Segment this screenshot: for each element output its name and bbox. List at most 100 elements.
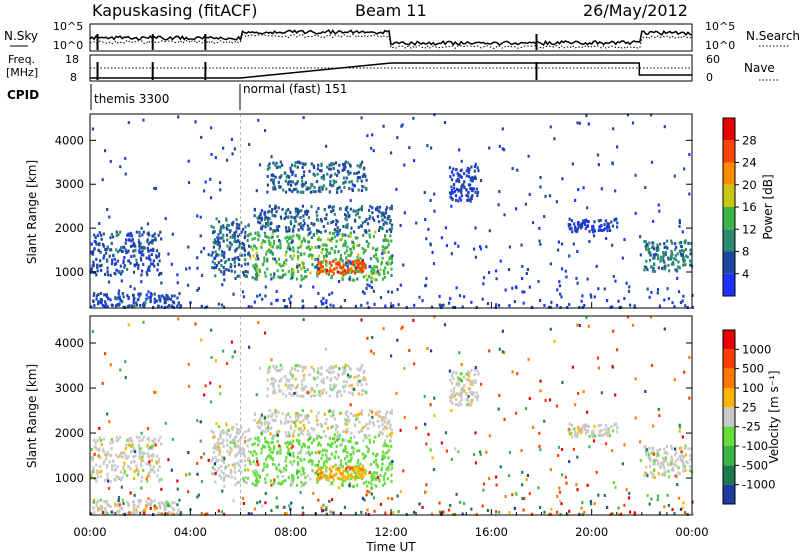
power-echo-cell (355, 270, 358, 274)
power-echo-cell (222, 146, 225, 150)
velocity-echo-cell (95, 504, 98, 508)
velocity-echo-cell (677, 496, 681, 500)
power-echo-cell (584, 226, 587, 230)
power-echo-cell (261, 239, 265, 243)
power-echo-cell (233, 240, 236, 244)
power-echo-cell (332, 167, 335, 171)
velocity-echo-cell (323, 473, 326, 477)
power-echo-cell (479, 179, 483, 183)
velocity-echo-cell (279, 470, 282, 474)
velocity-echo-cell (477, 372, 480, 376)
velocity-echo-cell (293, 420, 296, 424)
power-echo-cell (360, 179, 363, 183)
power-echo-cell (94, 240, 97, 244)
velocity-echo-cell (264, 501, 267, 505)
velocity-echo-cell (388, 426, 392, 430)
velocity-echo-cell (311, 462, 314, 466)
velocity-echo-cell (287, 384, 290, 388)
velocity-echo-cell (342, 474, 345, 478)
power-echo-cell (560, 267, 564, 271)
velocity-echo-cell (279, 363, 282, 367)
velocity-echo-cell (453, 390, 456, 394)
velocity-echo-cell (382, 475, 386, 479)
power-echo-cell (276, 298, 279, 302)
velocity-echo-cell (667, 463, 670, 467)
velocity-echo-cell (302, 483, 305, 487)
power-echo-cell (388, 257, 391, 261)
power-echo-cell (599, 218, 602, 222)
velocity-echo-cell (460, 392, 463, 396)
power-echo-cell (458, 196, 461, 200)
velocity-echo-cell (352, 387, 356, 391)
power-echo-cell (217, 302, 220, 306)
velocity-echo-cell (378, 415, 381, 419)
power-echo-cell (325, 187, 328, 191)
velocity-echo-cell (237, 451, 240, 455)
power-echo-cell (90, 269, 93, 273)
power-echo-cell (289, 254, 292, 258)
power-echo-cell (286, 229, 289, 233)
velocity-echo-cell (225, 438, 229, 442)
power-echo-cell (263, 259, 266, 263)
velocity-echo-cell (145, 500, 148, 504)
velocity-echo-cell (213, 468, 216, 472)
power-echo-cell (374, 271, 377, 275)
velocity-echo-cell (538, 444, 541, 448)
velocity-echo-cell (316, 476, 319, 480)
power-echo-cell (339, 207, 342, 211)
power-echo-cell (296, 179, 299, 183)
velocity-echo-cell (278, 368, 281, 372)
power-echo-cell (350, 270, 353, 274)
velocity-echo-cell (287, 420, 290, 424)
velocity-echo-cell (238, 431, 241, 435)
power-echo-cell (369, 257, 373, 261)
power-echo-cell (278, 184, 281, 188)
velocity-echo-cell (474, 366, 477, 370)
power-echo-cell (247, 223, 250, 227)
velocity-echo-cell (474, 395, 477, 399)
power-echo-cell (449, 175, 452, 179)
velocity-echo-cell (222, 431, 225, 435)
power-echo-cell (385, 261, 388, 265)
velocity-echo-cell (301, 369, 304, 373)
velocity-echo-cell (479, 450, 482, 454)
velocity-echo-cell (247, 512, 250, 516)
power-echo-cell (403, 211, 406, 215)
power-echo-cell (650, 245, 654, 249)
power-echo-cell (277, 206, 280, 210)
velocity-echo-cell (678, 423, 681, 427)
power-echo-cell (341, 259, 344, 263)
velocity-echo-cell (286, 441, 289, 445)
velocity-echo-cell (222, 349, 225, 353)
velocity-echo-cell (112, 459, 115, 463)
power-echo-cell (665, 239, 669, 243)
power-echo-cell (656, 257, 660, 261)
power-echo-cell (333, 249, 336, 253)
velocity-echo-cell (93, 452, 96, 456)
velocity-echo-cell (308, 373, 311, 377)
velocity-echo-cell (670, 455, 673, 459)
power-echo-cell (218, 220, 221, 224)
power-echo-cell (314, 305, 317, 309)
velocity-echo-cell (292, 451, 295, 455)
power-echo-cell (159, 230, 162, 234)
power-echo-cell (346, 259, 349, 263)
velocity-echo-cell (330, 444, 333, 448)
velocity-echo-cell (284, 394, 288, 398)
power-echo-cell (211, 251, 214, 255)
velocity-echo-cell (290, 479, 293, 483)
velocity-echo-cell (332, 413, 335, 417)
velocity-colorbar-label: Velocity [m s⁻¹] (767, 370, 781, 463)
velocity-echo-cell (650, 451, 654, 455)
power-echo-cell (486, 302, 489, 306)
power-echo-cell (609, 228, 612, 232)
velocity-echo-cell (124, 447, 127, 451)
power-echo-cell (243, 273, 246, 277)
velocity-echo-cell (236, 481, 239, 485)
velocity-echo-cell (657, 453, 660, 457)
velocity-echo-cell (353, 471, 356, 475)
power-echo-cell (296, 263, 299, 267)
power-echo-cell (465, 193, 468, 197)
power-echo-cell (275, 226, 279, 230)
velocity-echo-cell (317, 498, 320, 502)
